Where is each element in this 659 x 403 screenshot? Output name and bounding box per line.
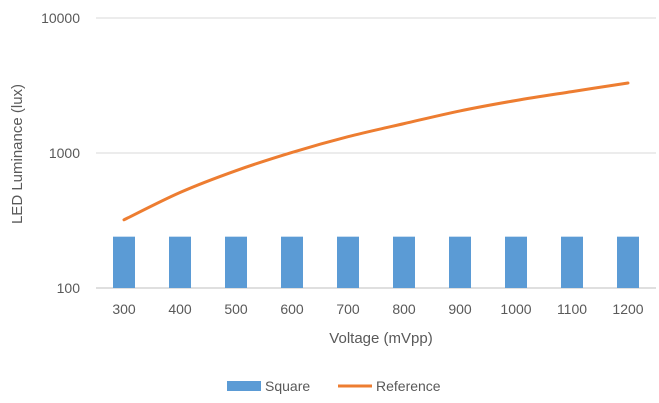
bar-square	[505, 236, 527, 288]
bar-square	[169, 236, 191, 288]
x-tick-label: 1200	[612, 301, 643, 317]
y-axis-title: LED Luminance (lux)	[9, 84, 26, 224]
bar-square	[393, 236, 415, 288]
bar-square	[113, 236, 135, 288]
bar-square	[281, 236, 303, 288]
x-tick-labels: 300 400 500 600 700 800 900 1000 1100 1200	[112, 301, 643, 317]
bar-square	[337, 236, 359, 288]
x-tick-label: 900	[448, 301, 472, 317]
x-tick-label: 800	[392, 301, 416, 317]
legend-label-reference: Reference	[376, 378, 441, 394]
bar-square	[449, 236, 471, 288]
reference-line-group	[122, 81, 630, 222]
y-tick-label: 10000	[41, 10, 80, 26]
bar-square	[561, 236, 583, 288]
x-tick-label: 500	[224, 301, 248, 317]
y-tick-label: 1000	[49, 145, 80, 161]
square-bars	[113, 236, 639, 288]
legend: Square Reference	[227, 378, 441, 394]
x-tick-label: 1100	[557, 301, 587, 317]
x-tick-label: 400	[168, 301, 192, 317]
x-tick-label: 600	[280, 301, 304, 317]
x-tick-label: 300	[112, 301, 136, 317]
legend-swatch-square	[227, 381, 261, 391]
legend-label-square: Square	[265, 378, 310, 394]
bar-square	[225, 236, 247, 288]
y-tick-label: 100	[57, 280, 81, 296]
bar-square	[617, 236, 639, 288]
x-axis-title: Voltage (mVpp)	[329, 330, 432, 347]
reference-line	[122, 81, 630, 222]
x-tick-label: 700	[336, 301, 360, 317]
y-tick-labels: 100 1000 10000	[41, 10, 80, 296]
x-tick-label: 1000	[500, 301, 531, 317]
